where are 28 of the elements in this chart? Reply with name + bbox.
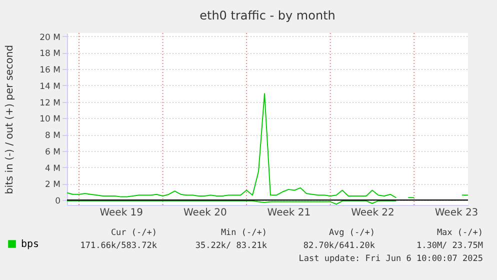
y-tick-label: 14 M — [40, 82, 60, 92]
x-tick-label: Week 19 — [100, 208, 144, 218]
text: 1.30M/ 23.75M — [416, 241, 483, 251]
text: Avg (-/+) — [328, 228, 375, 238]
text: Cur (-/+) — [110, 228, 157, 238]
text: Last update: Fri Jun 6 10:00:07 2025 — [298, 254, 483, 264]
chart-title: eth0 traffic - by month — [200, 8, 336, 22]
text: 82.70k/641.20k — [303, 241, 375, 251]
y-tick-label: 12 M — [40, 98, 60, 108]
x-tick-label: Week 20 — [184, 208, 227, 218]
y-tick-label: 20 M — [40, 32, 60, 43]
y-tick-label: 2 M — [45, 180, 60, 190]
text: 171.66k/583.72k — [80, 241, 157, 251]
y-tick-label: 16 M — [40, 66, 60, 76]
text: Max (-/+) — [436, 228, 483, 238]
x-tick-label: Week 21 — [267, 208, 311, 218]
y-tick-label: 6 M — [45, 147, 60, 158]
legend-label: bps — [21, 239, 40, 250]
y-axis-title: bits in (-) / out (+) per second — [4, 44, 16, 194]
y-tick-label: 8 M — [45, 131, 60, 142]
text: 35.22k/ 83.21k — [195, 241, 267, 251]
y-tick-label: 10 M — [40, 114, 60, 125]
x-tick-label: Week 22 — [351, 208, 394, 218]
y-tick-label: 4 M — [45, 164, 60, 174]
text: Min (-/+) — [220, 228, 267, 238]
x-tick-label: Week 23 — [434, 208, 478, 218]
y-tick-label: 18 M — [40, 49, 60, 60]
y-tick-label: 0 — [55, 196, 60, 207]
